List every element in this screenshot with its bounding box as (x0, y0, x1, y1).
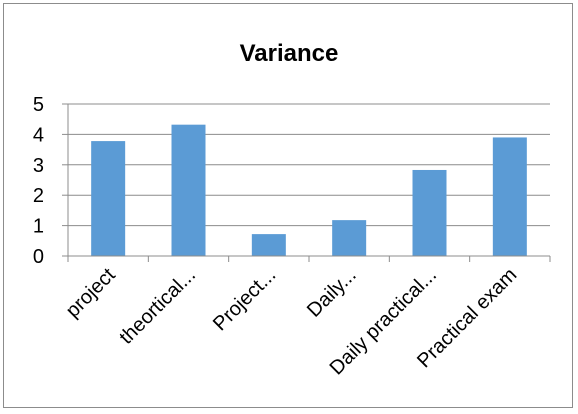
bar (171, 124, 206, 256)
y-tick-label: 4 (33, 124, 44, 146)
y-tick-label: 2 (33, 185, 44, 207)
chart-title: Variance (239, 40, 339, 67)
bar (332, 220, 367, 256)
y-tick-label: 0 (33, 246, 44, 268)
x-category-label: theortical... (115, 264, 200, 349)
bar (412, 169, 447, 256)
y-tick-labels: 0 1 2 3 4 5 (33, 94, 44, 268)
x-category-label: Daily... (303, 264, 361, 322)
gridlines (68, 103, 550, 227)
bar (251, 234, 286, 256)
bar (492, 137, 527, 256)
axes (62, 103, 551, 262)
bar (91, 141, 126, 256)
x-category-label: Project... (209, 264, 280, 335)
bars (91, 124, 527, 256)
x-category-label: project (62, 264, 120, 322)
y-tick-label: 3 (33, 155, 44, 177)
y-tick-label: 1 (33, 216, 44, 238)
y-tick-label: 5 (33, 94, 44, 116)
